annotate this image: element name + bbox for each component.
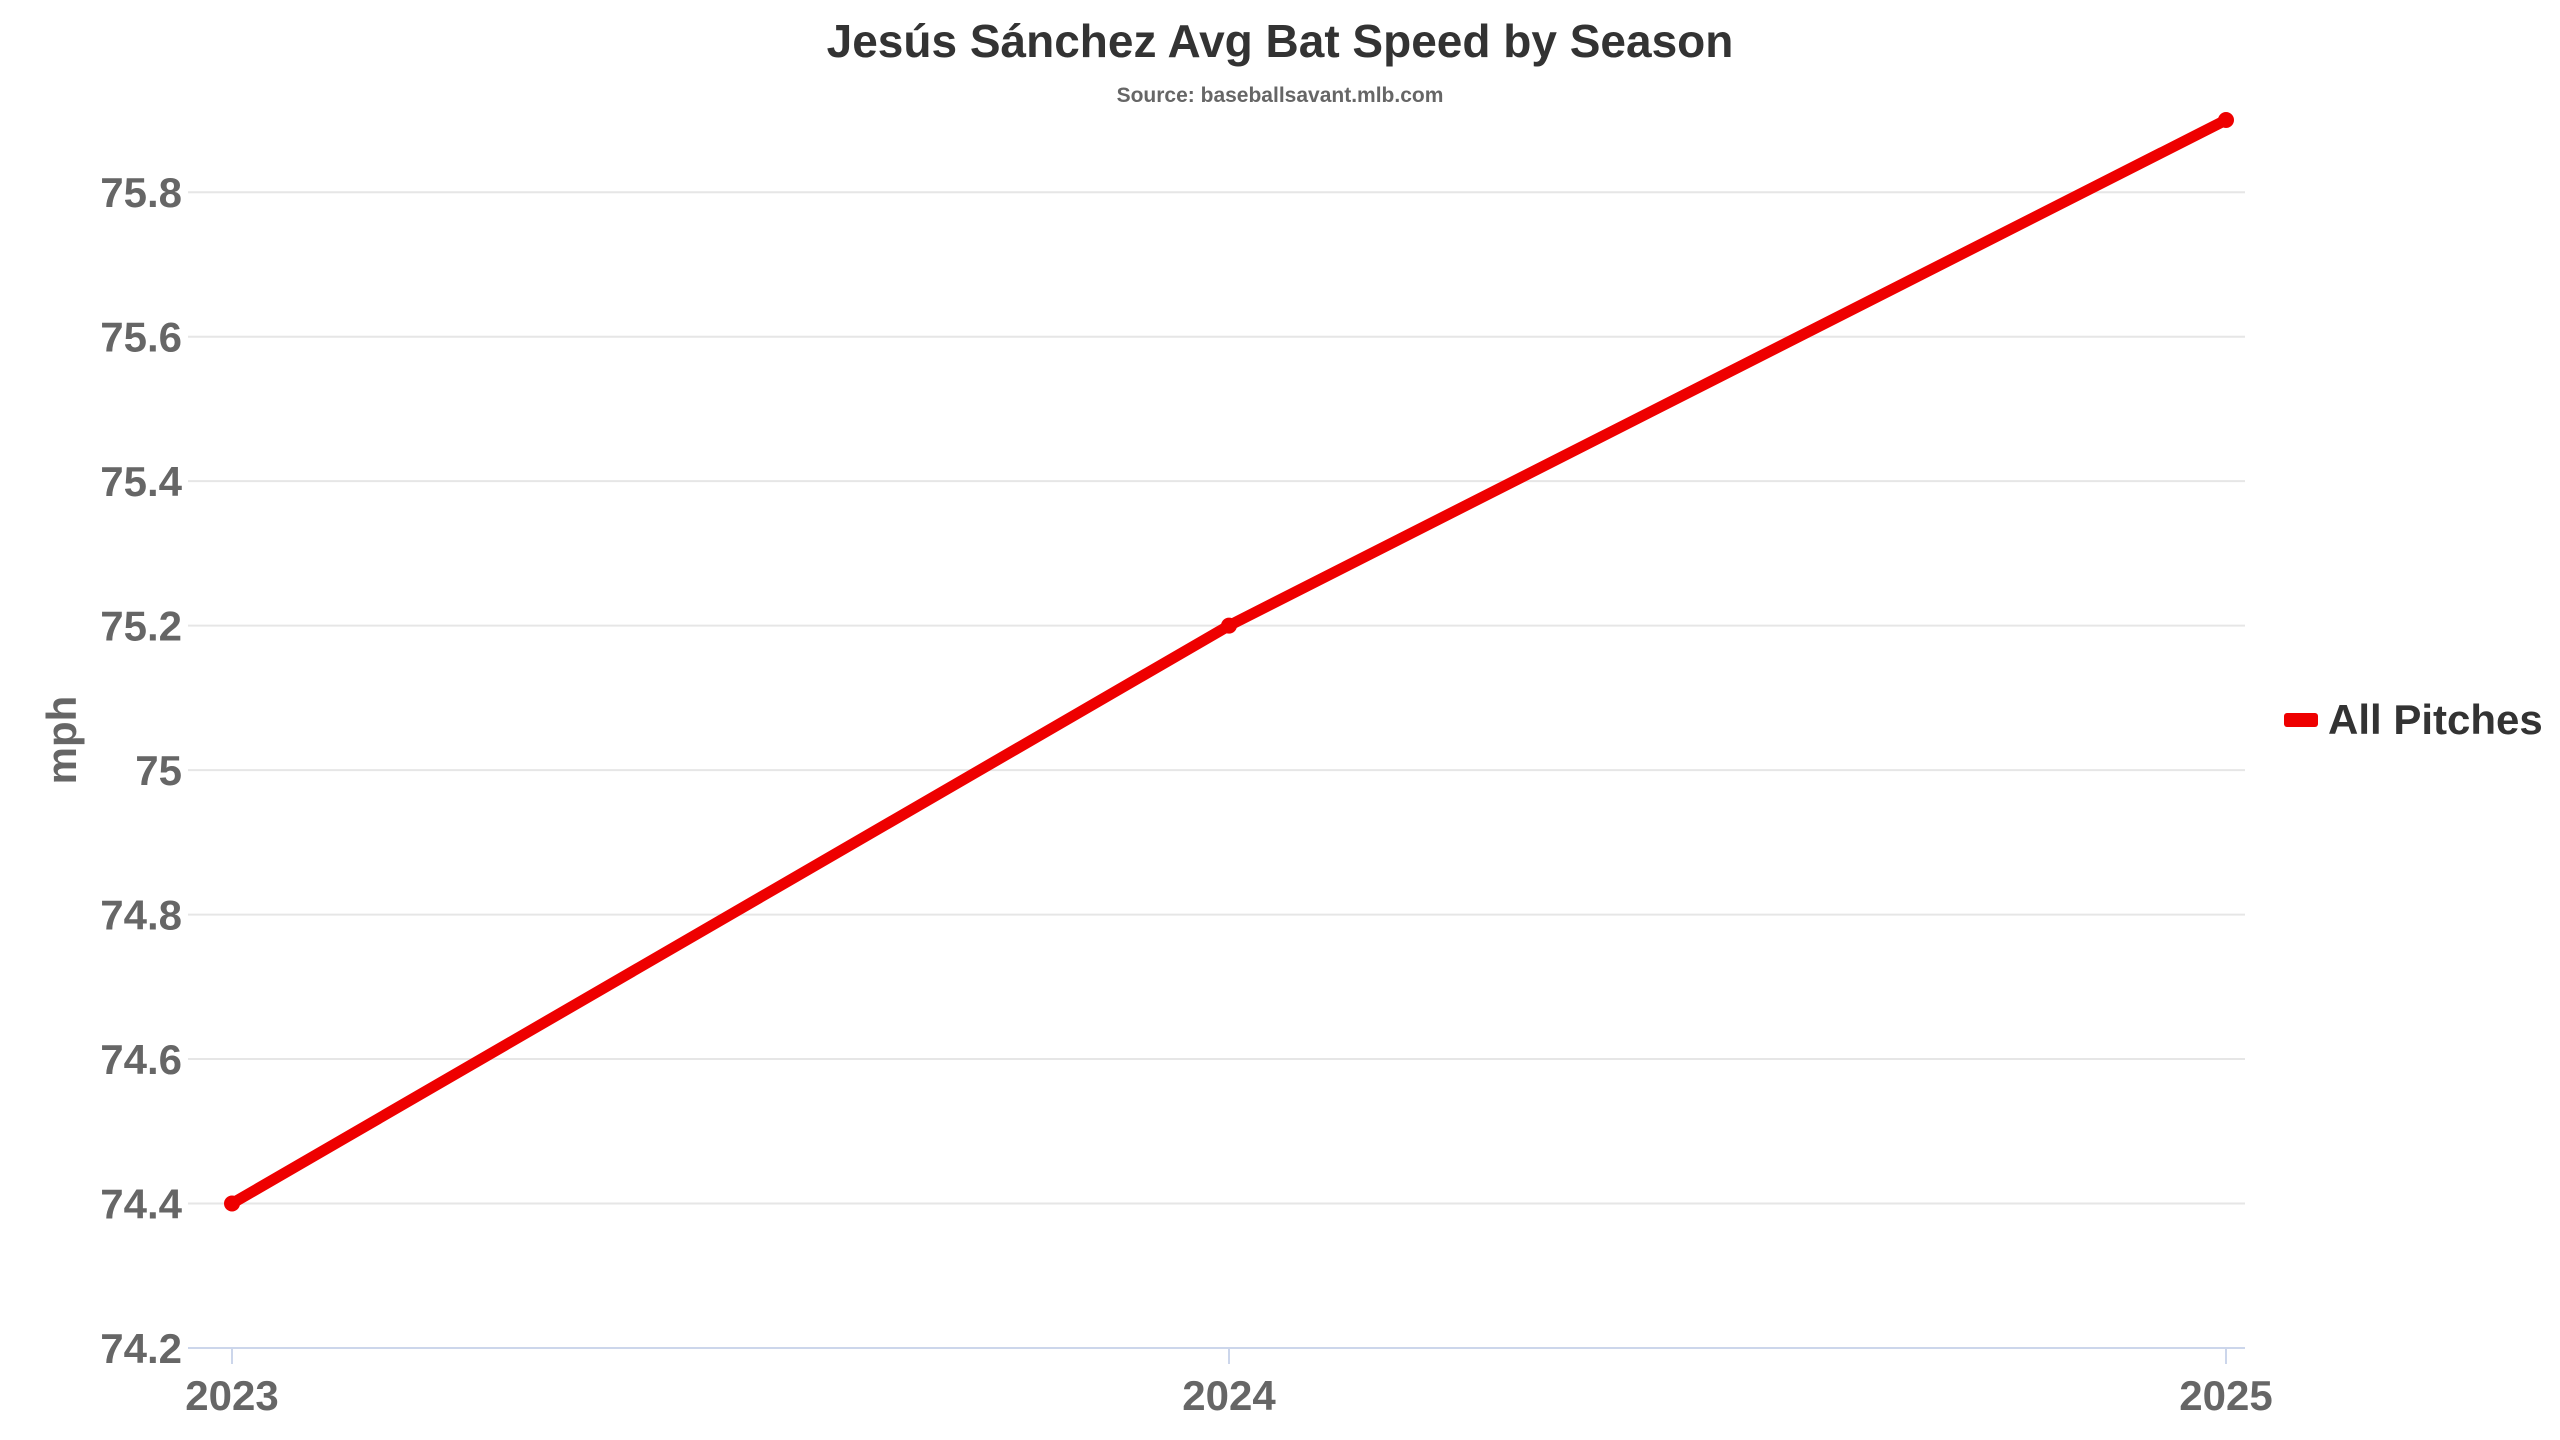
legend-label: All Pitches bbox=[2328, 696, 2543, 743]
chart-title: Jesús Sánchez Avg Bat Speed by Season bbox=[826, 15, 1734, 67]
y-tick-label: 74.2 bbox=[100, 1325, 182, 1372]
y-tick-label: 74.4 bbox=[100, 1181, 182, 1228]
grid-lines bbox=[188, 191, 2245, 1205]
chart-subtitle: Source: baseballsavant.mlb.com bbox=[1116, 84, 1444, 107]
x-tick-label: 2025 bbox=[2179, 1372, 2272, 1419]
data-point[interactable] bbox=[2218, 112, 2234, 128]
x-tick-label: 2024 bbox=[1182, 1372, 1276, 1419]
y-tick-label: 75.6 bbox=[100, 314, 182, 361]
y-tick-label: 75.4 bbox=[100, 458, 182, 505]
y-tick-label: 75.2 bbox=[100, 603, 182, 650]
x-tick-label: 2023 bbox=[185, 1372, 278, 1419]
axes bbox=[188, 1347, 2245, 1364]
series-layer bbox=[224, 112, 2234, 1212]
y-tick-label: 74.8 bbox=[100, 892, 182, 939]
legend-swatch bbox=[2284, 713, 2318, 727]
y-tick-label: 75.8 bbox=[100, 169, 182, 216]
tick-labels: 74.2 74.4 74.6 74.8 75 75.2 75.4 75.6 75.8 2023 20… bbox=[100, 169, 2272, 1419]
y-tick-label: 75 bbox=[135, 747, 182, 794]
y-tick-label: 74.6 bbox=[100, 1036, 182, 1083]
y-axis-title: mph bbox=[38, 696, 85, 785]
series-line[interactable] bbox=[226, 114, 2232, 1210]
data-point[interactable] bbox=[1221, 617, 1237, 634]
legend-item-all-pitches[interactable]: All Pitches bbox=[2284, 696, 2543, 744]
data-point[interactable] bbox=[224, 1195, 240, 1212]
